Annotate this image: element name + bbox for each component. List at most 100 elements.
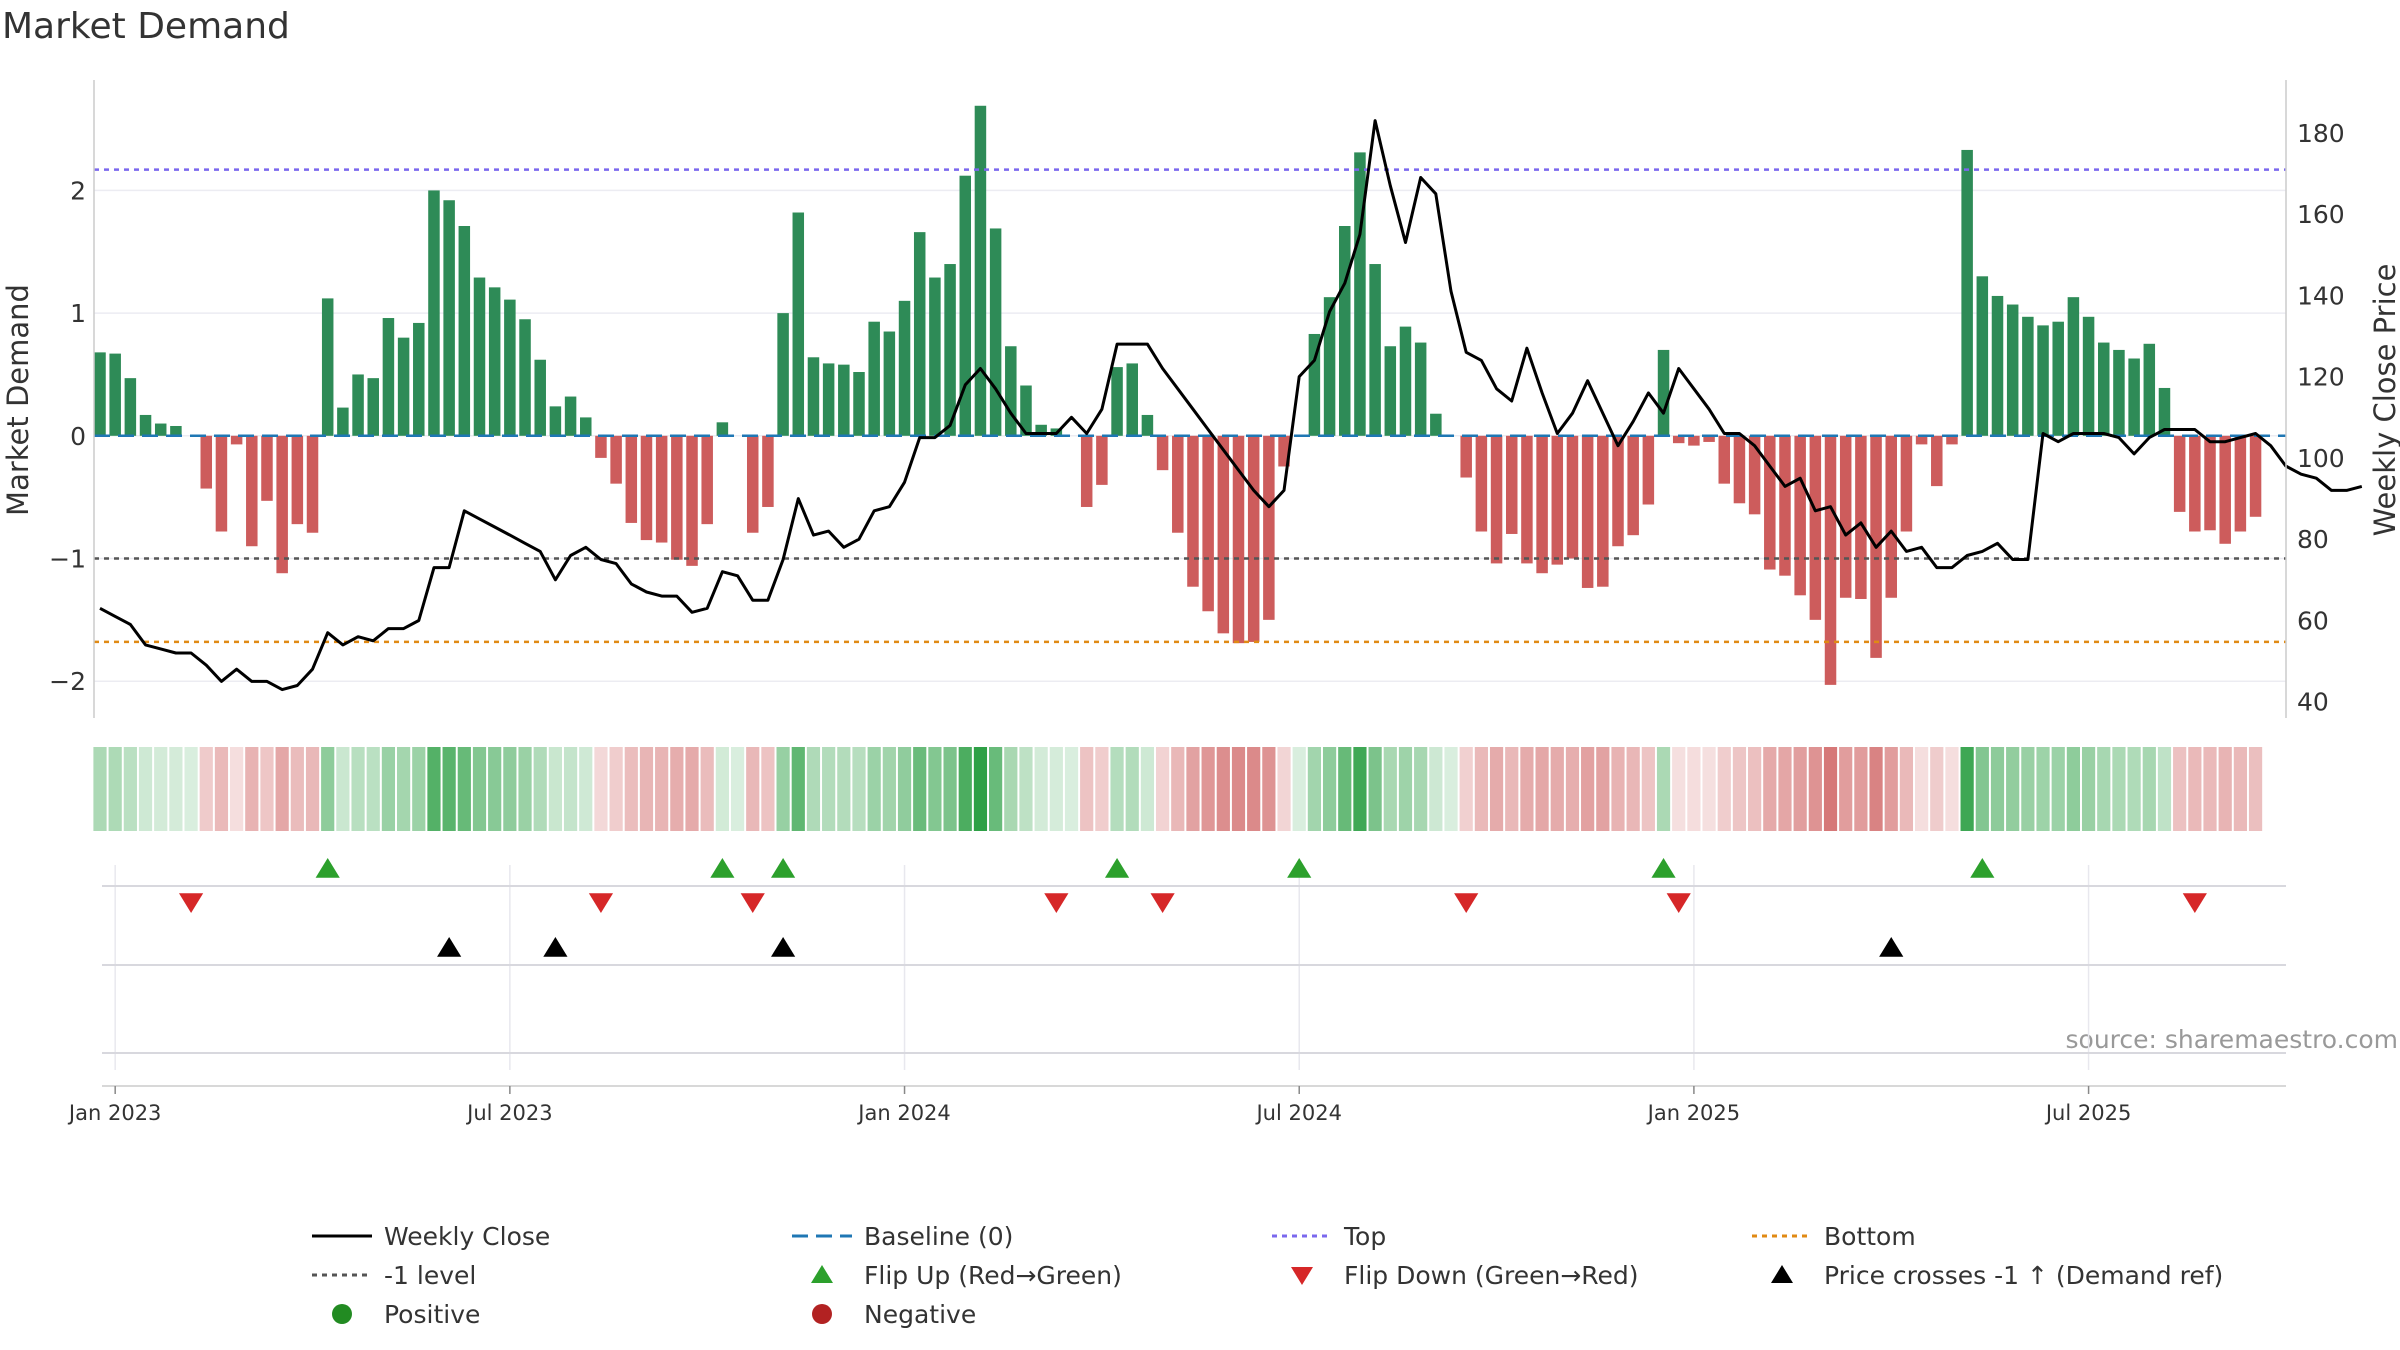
heat-cell [1884, 747, 1898, 831]
demand-bar [94, 352, 106, 436]
demand-bar [1141, 414, 1154, 436]
heat-cell [1550, 747, 1564, 831]
demand-bar [1505, 435, 1518, 534]
x-tick-label: Jan 2023 [67, 1101, 162, 1125]
heat-cell [154, 747, 168, 831]
demand-bar [1961, 149, 1973, 436]
demand-bar [413, 322, 425, 436]
heat-cell [1338, 747, 1352, 831]
heat-cell [594, 747, 608, 831]
demand-bar [1900, 435, 1913, 532]
demand-bar [1824, 435, 1837, 685]
demand-bar [2006, 304, 2019, 436]
demand-bar [1885, 435, 1897, 598]
heat-cell [2051, 747, 2065, 831]
demand-bar [671, 435, 683, 560]
legend-swatch-marker [1291, 1267, 1313, 1285]
y-axis-label: Market Demand [1, 284, 35, 516]
y2-axis-label: Weekly Close Price [2368, 264, 2400, 537]
demand-bar [1430, 413, 1442, 436]
heat-cell [1459, 747, 1473, 831]
heat-cell [806, 747, 821, 831]
demand-bar [1232, 435, 1245, 644]
demand-bar [974, 105, 987, 436]
x-tick-label: Jul 2024 [1254, 1101, 1341, 1125]
heat-cell [791, 747, 805, 831]
heat-cell [503, 747, 517, 831]
legend-item-baseline: Baseline (0) [792, 1222, 1013, 1251]
demand-bar [1384, 346, 1397, 436]
demand-bar [1931, 435, 1943, 487]
heat-cell [1930, 747, 1944, 831]
heat-cell [1656, 747, 1671, 831]
flip-down-marker [1044, 893, 1069, 913]
heat-cell [93, 747, 107, 831]
demand-bar [2249, 435, 2262, 517]
heat-cell [579, 747, 593, 831]
demand-bar [1915, 435, 1928, 445]
heat-cell [548, 747, 562, 831]
heat-cell [715, 747, 729, 831]
demand-bar [1247, 435, 1260, 642]
heat-cell [1535, 747, 1549, 831]
heat-cell [609, 747, 623, 831]
heat-cell [199, 747, 213, 831]
demand-bar [1855, 435, 1867, 599]
demand-bar [1551, 435, 1564, 565]
demand-bar [701, 435, 713, 525]
heat-cell [1368, 747, 1382, 831]
heat-cell [2097, 747, 2111, 831]
heat-cell [1839, 747, 1853, 831]
demand-bar [1779, 435, 1791, 576]
heat-cell [245, 747, 259, 831]
heat-cell [837, 747, 851, 831]
y-tick-label: 0 [70, 422, 86, 451]
demand-bar [2052, 321, 2064, 436]
y2-tick-label: 80 [2297, 525, 2329, 554]
demand-bar [534, 359, 546, 436]
heat-cell [2188, 747, 2202, 831]
demand-bar [655, 435, 668, 543]
legend: Weekly Close Baseline (0) Top Bottom -1 leve… [312, 1222, 2223, 1329]
demand-bar [1156, 435, 1169, 471]
heat-cell [1641, 747, 1655, 831]
heat-cell [1793, 747, 1807, 831]
flip-down-marker [2182, 893, 2207, 913]
demand-bar [595, 435, 607, 458]
demand-bar [200, 435, 213, 489]
demand-bar [337, 407, 349, 436]
heat-cell [639, 747, 654, 831]
demand-bar [2037, 325, 2049, 436]
legend-label: Top [1343, 1222, 1386, 1251]
heat-cell [563, 747, 578, 831]
heat-cell [1915, 747, 1929, 831]
heat-cell [1520, 747, 1534, 831]
y-tick-label: 2 [70, 176, 86, 205]
demand-bar [124, 378, 137, 436]
demand-bar [1718, 435, 1731, 484]
demand-bar [519, 319, 531, 436]
demand-bar [382, 318, 395, 436]
demand-bar [1202, 435, 1214, 612]
heat-cell [1414, 747, 1428, 831]
heat-cell [1444, 747, 1458, 831]
price-cross-marker [771, 937, 796, 957]
y2-tick-label: 60 [2297, 606, 2329, 635]
demand-bar [397, 337, 410, 436]
reference-lines [94, 168, 2286, 644]
demand-bar [276, 435, 288, 574]
heat-cell [822, 747, 836, 831]
heat-cell [897, 747, 912, 831]
heat-cell [1231, 747, 1246, 831]
heat-cell [1990, 747, 2005, 831]
demand-bar [913, 232, 926, 436]
heat-cell [1140, 747, 1155, 831]
heat-cell [1095, 747, 1109, 831]
demand-bar [883, 331, 896, 436]
heat-cell [958, 747, 972, 831]
heat-cell [1049, 747, 1063, 831]
grid-lines [94, 189, 2286, 1070]
price-series [99, 119, 2363, 692]
demand-bar [2173, 435, 2186, 512]
legend-label: Flip Down (Green→Red) [1344, 1261, 1639, 1290]
